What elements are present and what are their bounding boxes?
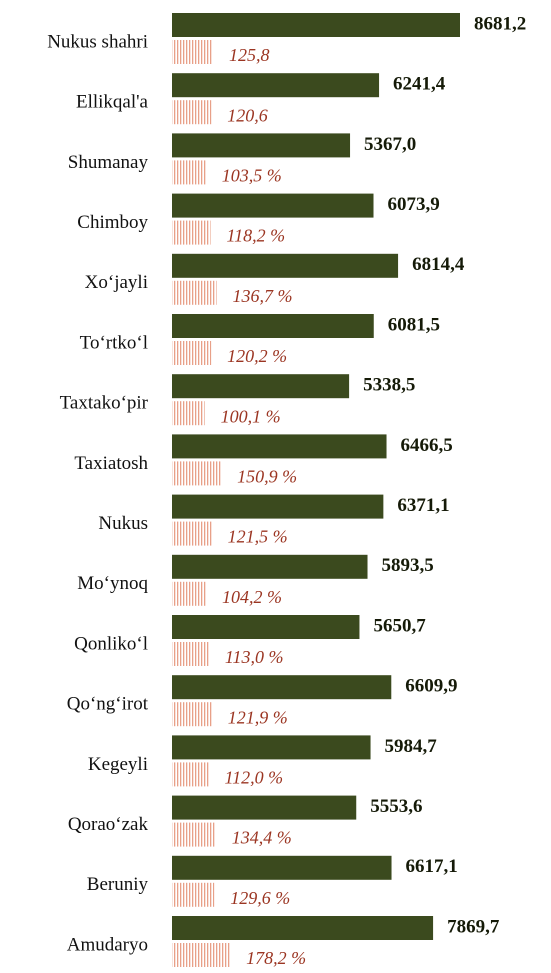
hatched-bar — [172, 581, 206, 606]
category-label: Ellikqal'a — [76, 92, 149, 113]
bar — [172, 374, 350, 399]
percent-label: 104,2 % — [222, 587, 282, 607]
bar — [172, 795, 357, 820]
bar — [172, 73, 380, 98]
value-label: 6241,4 — [393, 74, 446, 95]
hatched-bar — [172, 461, 222, 486]
value-label: 5367,0 — [364, 134, 416, 155]
bar — [172, 133, 351, 158]
bar — [172, 314, 374, 338]
hatched-bar — [172, 280, 217, 305]
category-label: Kegeyli — [88, 754, 148, 775]
bar — [172, 675, 392, 700]
value-label: 8681,2 — [474, 13, 526, 34]
category-label: Taxiatosh — [74, 453, 148, 474]
value-label: 5984,7 — [385, 736, 438, 757]
hatched-bar — [172, 40, 213, 64]
hatched-bar — [172, 882, 215, 907]
category-label: Qo‘ng‘irot — [67, 694, 149, 715]
bar — [172, 735, 371, 760]
hatched-bar — [172, 822, 216, 847]
bar — [172, 855, 392, 880]
category-label: To‘rtko‘l — [80, 332, 148, 353]
bar — [172, 13, 460, 37]
percent-label: 121,9 % — [228, 707, 288, 727]
bar — [172, 193, 374, 218]
category-label: Chimboy — [77, 212, 148, 233]
category-label: Amudaryo — [67, 934, 148, 955]
bar — [172, 253, 399, 278]
percent-label: 103,5 % — [222, 166, 282, 186]
hatched-bar — [172, 943, 231, 967]
hatched-bar — [172, 702, 212, 727]
value-label: 7869,7 — [447, 916, 500, 937]
hatched-bar — [172, 762, 209, 787]
value-label: 6073,9 — [388, 194, 440, 215]
percent-label: 120,6 — [227, 105, 267, 125]
value-label: 5650,7 — [373, 615, 426, 636]
percent-label: 121,5 % — [228, 527, 288, 547]
category-label: Xo‘jayli — [85, 272, 148, 293]
hatched-bar — [172, 642, 209, 666]
value-label: 5893,5 — [382, 555, 434, 576]
category-label: Mo‘ynoq — [77, 573, 148, 594]
value-label: 6466,5 — [401, 435, 453, 456]
bar — [172, 494, 384, 519]
value-label: 6814,4 — [412, 254, 465, 275]
percent-label: 100,1 % — [221, 406, 281, 426]
percent-label: 112,0 % — [225, 768, 284, 788]
category-label: Shumanay — [68, 152, 149, 173]
hatched-bar — [172, 521, 212, 546]
value-label: 5553,6 — [370, 796, 422, 817]
hatched-bar — [172, 160, 206, 185]
bar — [172, 615, 360, 639]
hatched-bar — [172, 220, 211, 245]
percent-label: 125,8 — [229, 45, 270, 65]
category-label: Qorao‘zak — [68, 814, 149, 835]
value-label: 6609,9 — [405, 676, 457, 697]
percent-label: 120,2 % — [227, 346, 287, 366]
bar — [172, 554, 368, 579]
percent-label: 178,2 % — [246, 948, 306, 968]
percent-label: 113,0 % — [225, 647, 284, 667]
hatched-bar — [172, 100, 212, 125]
bar — [172, 434, 387, 459]
percent-label: 129,6 % — [230, 888, 290, 908]
percent-label: 150,9 % — [237, 467, 297, 487]
category-label: Beruniy — [87, 874, 149, 895]
bar — [172, 916, 434, 940]
category-label: Qonliko‘l — [74, 633, 148, 654]
hatched-bar — [172, 401, 205, 426]
hatched-bar — [172, 341, 212, 365]
percent-label: 118,2 % — [227, 226, 286, 246]
value-label: 5338,5 — [363, 375, 415, 396]
percent-label: 134,4 % — [232, 828, 292, 848]
category-label: Nukus shahri — [47, 31, 148, 52]
value-label: 6081,5 — [388, 314, 440, 335]
value-label: 6617,1 — [406, 856, 458, 877]
category-label: Nukus — [98, 513, 148, 534]
category-label: Taxtako‘pir — [60, 393, 149, 414]
percent-label: 136,7 % — [233, 286, 293, 306]
value-label: 6371,1 — [397, 495, 449, 516]
